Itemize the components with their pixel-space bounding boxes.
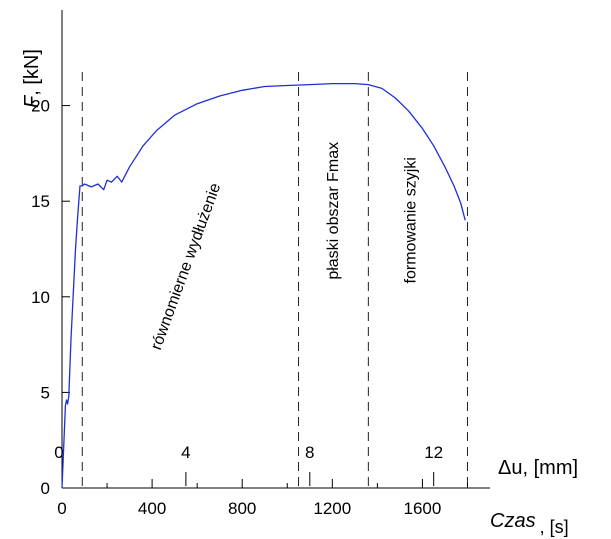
x2-axis-label: Δu, [mm] [498, 457, 578, 479]
x2-axis-symbol: Δu [498, 457, 522, 479]
y-tick-label: 15 [31, 192, 50, 211]
y-tick-label: 10 [31, 288, 50, 307]
phase-label: płaski obszar Fmax [325, 142, 342, 280]
phase-label: równomierne wydłużenie [148, 181, 224, 352]
phase-labels: równomierne wydłużenie płaski obszar Fmax… [148, 142, 420, 352]
axes [61, 10, 490, 489]
x-tick-label: 400 [138, 499, 166, 518]
phase-boundaries [81, 72, 468, 488]
y-tick-label: 0 [41, 479, 50, 498]
y-tick-label: 20 [31, 97, 50, 116]
x-axis-symbol: Czas [490, 510, 536, 532]
x-axis-label: Czas, [s] [490, 510, 569, 537]
x-tick-label: 800 [228, 499, 256, 518]
y-axis-unit: , [kN] [21, 49, 43, 96]
x-tick-label: 0 [57, 499, 66, 518]
axis-ticks: 0 5 10 15 20 0 400 800 1200 1600 0 4 8 12 [31, 97, 468, 518]
x2-tick-label: 12 [424, 443, 443, 462]
y-axis-symbol: F [21, 94, 43, 108]
x2-tick-label: 8 [305, 443, 314, 462]
x2-tick-label: 0 [54, 443, 63, 462]
x-axis-unit: , [s] [540, 517, 569, 537]
y-axis-label: F, [kN] [21, 49, 43, 108]
series [61, 82, 466, 489]
x2-tick-label: 4 [181, 443, 190, 462]
x-tick-label: 1600 [404, 499, 442, 518]
y-tick-label: 5 [41, 383, 50, 402]
x-tick-label: 1200 [313, 499, 351, 518]
force-curve [61, 82, 466, 489]
phase-label: formowanie szyjki [403, 157, 420, 283]
x2-axis-unit: , [mm] [522, 457, 578, 479]
